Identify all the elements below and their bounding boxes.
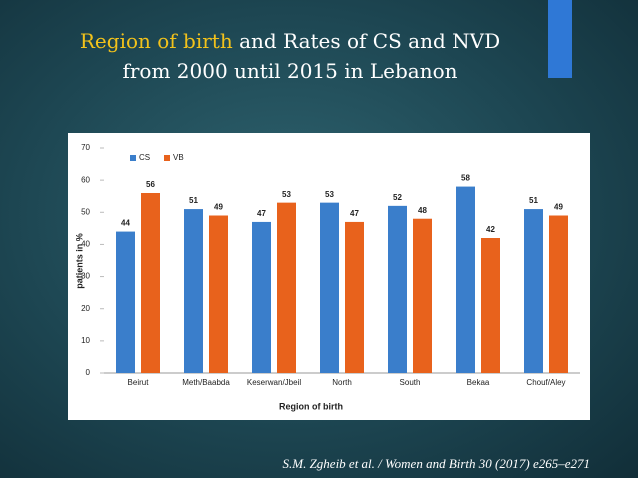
bar [252,221,271,373]
data-label: 42 [486,225,495,234]
bar [456,186,475,373]
bar [141,193,160,373]
x-tick-label: Chouf/Aley [526,378,565,387]
bar [345,221,364,373]
x-tick-label: North [332,378,352,387]
x-tick-label: Beirut [128,378,150,387]
legend-swatch [164,155,170,161]
data-label: 53 [282,190,291,199]
y-tick-label: 50 [81,207,90,216]
data-label: 49 [554,203,563,212]
data-label: 56 [146,180,155,189]
data-label: 58 [461,174,470,183]
x-tick-label: Bekaa [467,378,490,387]
bar [277,202,296,373]
y-tick-label: 30 [81,272,90,281]
bar [209,215,228,373]
y-tick-label: 20 [81,304,90,313]
x-tick-label: Keserwan/Jbeil [247,378,301,387]
data-label: 53 [325,190,334,199]
bar [184,209,203,373]
data-label: 47 [350,209,359,218]
data-label: 52 [393,193,402,202]
data-label: 44 [121,219,130,228]
bar [549,215,568,373]
legend-label: VB [173,153,184,162]
bar [481,238,500,373]
bar [388,205,407,373]
bar [524,209,543,373]
data-label: 48 [418,206,427,215]
legend-label: CS [139,153,150,162]
y-tick-label: 70 [81,143,90,152]
legend-swatch [130,155,136,161]
data-label: 51 [529,196,538,205]
x-tick-label: South [400,378,421,387]
y-tick-label: 40 [81,240,90,249]
accent-bar [548,0,572,78]
data-label: 47 [257,209,266,218]
chart: Region of birth patients in % 0 10 20 30 40 5… [68,133,590,420]
title-rest: and Rates of CS and NVD [239,29,501,53]
bar [413,218,432,373]
x-tick-label: Meth/Baabda [182,378,230,387]
bar [116,231,135,373]
title-line2: from 2000 until 2015 in Lebanon [122,59,458,83]
x-axis-label: Region of birth [279,401,343,411]
data-label: 49 [214,203,223,212]
bar [320,202,339,373]
slide-title: Region of birth and Rates of CS and NVD … [40,26,540,86]
y-tick-label: 0 [86,368,91,377]
y-tick-label: 60 [81,175,90,184]
y-tick-label: 10 [81,336,90,345]
y-axis-label: patients in % [74,233,84,289]
title-highlight: Region of birth [79,29,233,53]
citation: S.M. Zgheib et al. / Women and Birth 30 … [282,456,590,471]
data-label: 51 [189,196,198,205]
